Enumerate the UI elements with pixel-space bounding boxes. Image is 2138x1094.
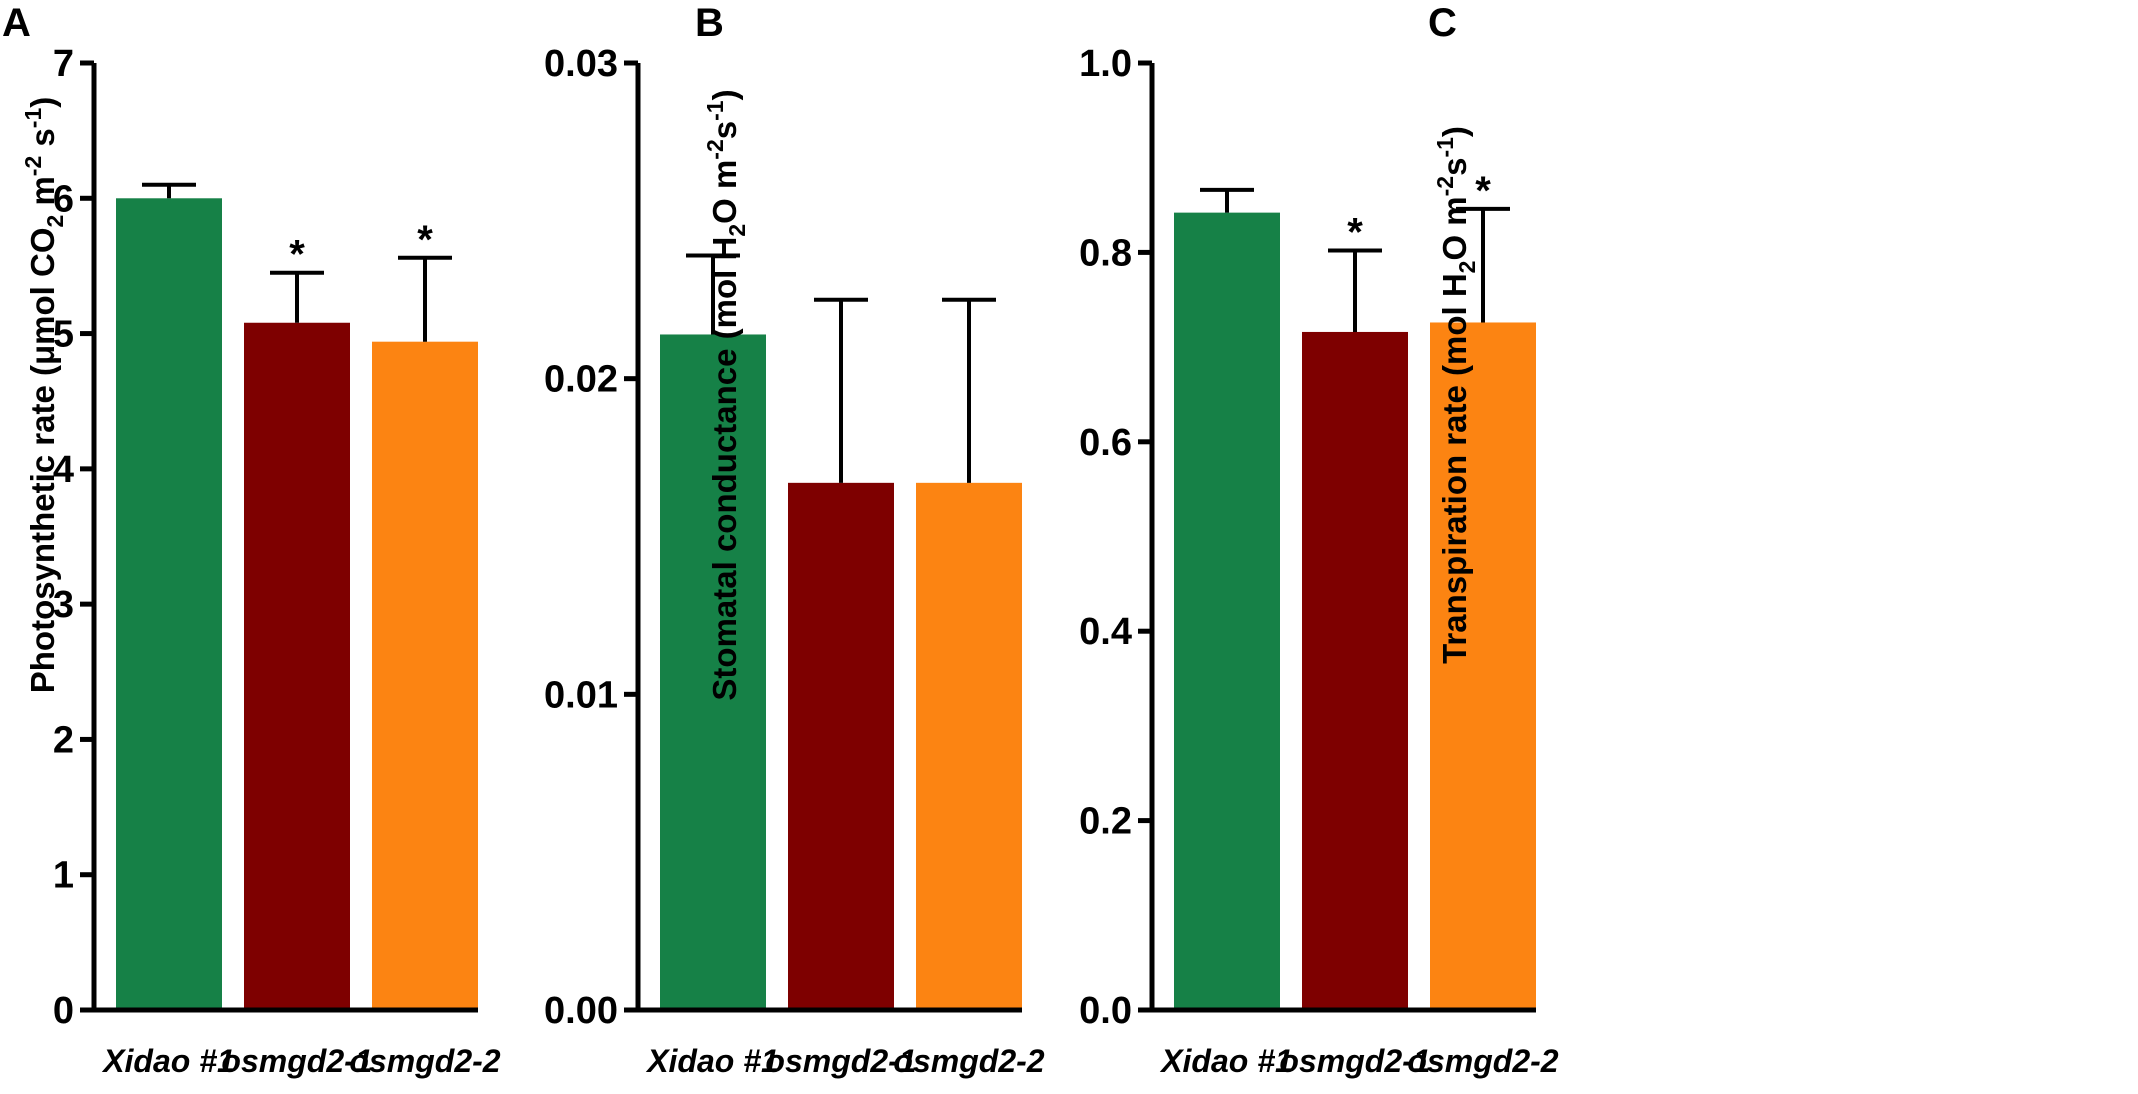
y-axis-label: Stomatal conductance (mol H2O m-2s-1)	[702, 89, 750, 700]
bar	[916, 482, 1022, 1010]
panel-letter: B	[695, 1, 724, 45]
y-axis-label-part: -2	[1432, 176, 1458, 196]
y-tick-label: 1	[53, 855, 74, 897]
bar	[116, 198, 222, 1011]
y-axis-label-part: Transpiration rate (mol H	[1436, 273, 1473, 664]
y-axis-label-part: -1	[702, 100, 728, 121]
x-tick-label: Xidao #1	[645, 1043, 779, 1079]
y-tick-label: 0.4	[1079, 611, 1132, 653]
y-tick-label: 0.2	[1079, 801, 1132, 843]
bar	[1430, 322, 1536, 1010]
y-axis-label-part: Stomatal conductance (mol H	[706, 237, 743, 701]
y-tick-label: 4	[53, 449, 74, 491]
y-axis-label-part: O m	[706, 160, 743, 224]
x-tick-label: osmgd2-2	[893, 1043, 1044, 1079]
y-tick-label: 0.8	[1079, 232, 1132, 274]
panel-letter: A	[2, 1, 31, 45]
y-tick-label: 1.0	[1079, 43, 1132, 85]
bar	[1174, 212, 1280, 1011]
x-tick-label: osmgd2-2	[349, 1043, 500, 1079]
y-tick-label: 0.01	[544, 674, 618, 716]
bar	[660, 334, 766, 1010]
y-axis-label-part: )	[24, 97, 61, 108]
y-tick-label: 7	[53, 43, 74, 85]
y-axis-label-part: 2	[724, 224, 750, 237]
bar	[788, 482, 894, 1010]
y-axis-label: Photosynthetic rate (μmol CO2 m-2 s-1)	[20, 97, 68, 694]
y-axis-label-part: s	[24, 128, 61, 156]
panel-c: C Xidao #1 * osmgd2-1 * osmgd2-2 0.0 0.2 0.4 0.6 0…	[1079, 1, 1559, 1079]
significance-star: *	[417, 218, 433, 262]
y-axis-label-part: s	[1436, 158, 1473, 176]
y-axis-label-part: 2	[1454, 261, 1480, 274]
y-axis-label-part: -1	[20, 108, 46, 129]
y-tick-label: 0.6	[1079, 422, 1132, 464]
panel-a: A Xidao #1 * osmgd2-1 * osmgd2-2 0 1 2 3 4 5 6 7 Photo…	[2, 1, 501, 1079]
bar	[1302, 331, 1408, 1010]
y-axis-label-part: O m	[1436, 196, 1473, 260]
bar	[244, 322, 350, 1011]
y-axis-label-part: )	[1436, 126, 1473, 137]
y-tick-label: 3	[53, 584, 74, 626]
bar	[372, 341, 478, 1010]
y-axis-label-part: )	[706, 89, 743, 100]
x-tick-label: osmgd2-2	[1407, 1043, 1558, 1079]
y-tick-label: 5	[53, 314, 74, 356]
y-tick-label: 0.02	[544, 359, 618, 401]
y-tick-label: 2	[53, 719, 74, 761]
y-tick-label: 6	[53, 178, 74, 220]
x-tick-label: osmgd2-1	[765, 1043, 916, 1079]
x-tick-label: osmgd2-1	[1279, 1043, 1430, 1079]
y-tick-label: 0.00	[544, 990, 618, 1032]
y-axis-label: Transpiration rate (mol H2O m-2s-1)	[1432, 126, 1480, 664]
y-axis-label-part: -2	[702, 139, 728, 159]
y-axis-label-part: -1	[1432, 137, 1458, 158]
y-tick-label: 0.0	[1079, 990, 1132, 1032]
y-tick-label: 0	[53, 990, 74, 1032]
significance-star: *	[289, 233, 305, 277]
significance-star: *	[1347, 211, 1363, 255]
y-axis-label-part: s	[706, 121, 743, 139]
x-tick-label: Xidao #1	[1159, 1043, 1293, 1079]
y-axis-label-part: m	[24, 176, 61, 215]
panel-letter: C	[1428, 1, 1457, 45]
y-axis-label-part: -2	[20, 156, 46, 176]
significance-star: *	[1475, 169, 1491, 213]
x-tick-label: Xidao #1	[101, 1043, 235, 1079]
x-tick-label: osmgd2-1	[221, 1043, 372, 1079]
y-axis-label-part: Photosynthetic rate (μmol CO	[24, 228, 61, 694]
y-tick-label: 0.03	[544, 43, 618, 85]
y-axis-label-part: 2	[42, 215, 68, 228]
